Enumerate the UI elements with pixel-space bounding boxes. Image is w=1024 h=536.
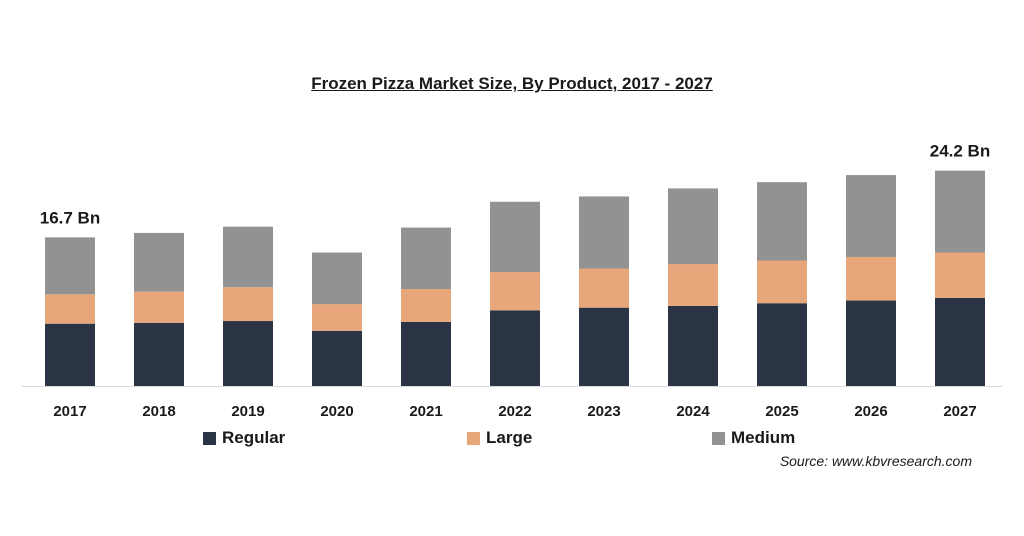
bar-medium-2023 [579,196,629,269]
legend-item-regular: Regular [203,428,285,448]
bar-regular-2022 [490,310,540,386]
bar-large-2018 [134,291,184,323]
x-tick-label-2019: 2019 [231,403,264,420]
data-label-2027: 24.2 Bn [930,142,990,161]
legend-swatch-medium [712,431,725,445]
data-label-2017: 16.7 Bn [40,208,100,227]
bar-medium-2027 [935,170,985,253]
x-tick-label-2021: 2021 [409,403,442,420]
bar-medium-2026 [846,175,896,257]
bar-large-2023 [579,268,629,308]
bar-medium-2025 [757,182,807,261]
bar-large-2020 [312,304,362,331]
x-tick-label-2018: 2018 [142,403,175,420]
bar-regular-2026 [846,300,896,386]
bar-medium-2020 [312,252,362,305]
bar-large-2017 [45,294,95,324]
x-tick-label-2023: 2023 [587,403,620,420]
bar-medium-2022 [490,201,540,273]
legend-label-regular: Regular [222,428,286,447]
legend-label-medium: Medium [731,428,796,447]
chart-title: Frozen Pizza Market Size, By Product, 20… [311,74,713,93]
bar-regular-2023 [579,307,629,386]
x-tick-label-2027: 2027 [943,403,976,420]
source-note: Source: www.kbvresearch.com [779,453,972,469]
x-tick-label-2026: 2026 [854,403,887,420]
x-tick-label-2020: 2020 [320,403,353,420]
bar-large-2022 [490,272,540,311]
x-tick-label-2025: 2025 [765,403,798,420]
bar-large-2026 [846,256,896,301]
bar-medium-2021 [401,227,451,289]
bar-regular-2024 [668,305,718,386]
legend-swatch-large [467,431,480,445]
bar-regular-2017 [45,323,95,386]
bar-regular-2025 [757,303,807,386]
bar-large-2019 [223,287,273,322]
x-tick-label-2022: 2022 [498,403,531,420]
bar-large-2027 [935,252,985,298]
legend: Regular Large Medium [0,428,1024,452]
legend-item-medium: Medium [712,428,795,448]
bar-medium-2017 [45,237,95,295]
bar-regular-2027 [935,297,985,386]
bar-regular-2020 [312,330,362,386]
bar-regular-2019 [223,321,273,386]
bar-large-2021 [401,288,451,322]
legend-item-large: Large [467,428,532,448]
legend-swatch-regular [203,431,216,445]
legend-label-large: Large [486,428,533,447]
bar-regular-2018 [134,322,184,386]
bar-medium-2018 [134,232,184,292]
x-tick-label-2024: 2024 [676,403,710,420]
bar-medium-2019 [223,226,273,288]
x-tick-label-2017: 2017 [53,403,86,420]
bar-large-2025 [757,260,807,304]
bar-regular-2021 [401,321,451,386]
bar-medium-2024 [668,188,718,265]
bar-large-2024 [668,264,718,306]
